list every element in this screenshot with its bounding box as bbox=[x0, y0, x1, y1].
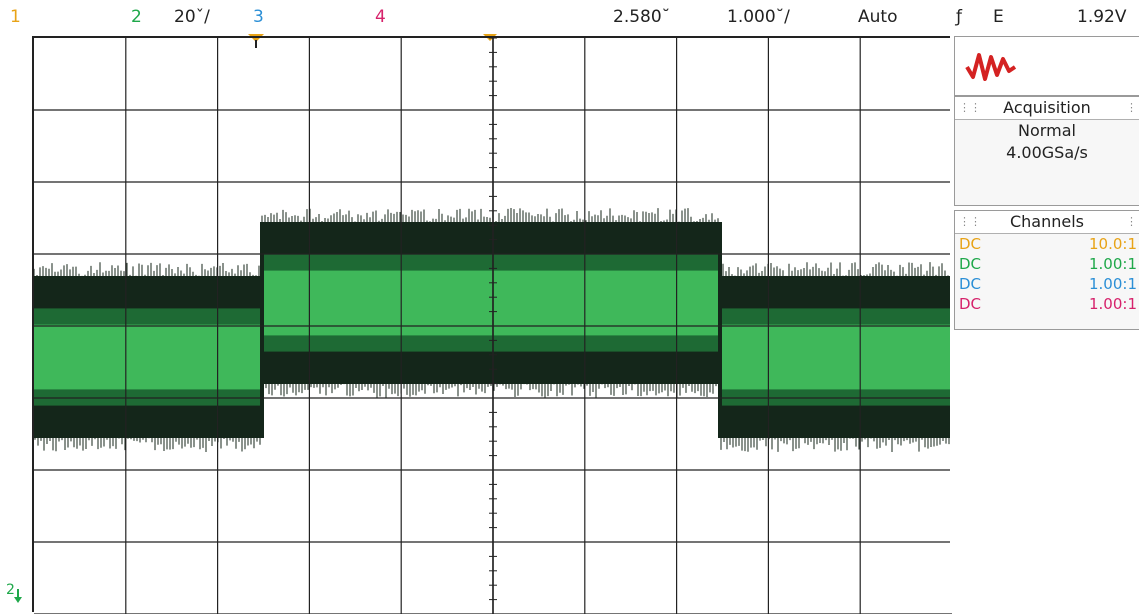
trigger-mode[interactable]: Auto bbox=[858, 6, 897, 28]
trigger-slope-icon: ƒ bbox=[956, 6, 962, 28]
sample-rate: 4.00GSa/s bbox=[955, 142, 1139, 164]
channel-4-label[interactable]: 4 bbox=[375, 6, 386, 28]
waveform-band bbox=[34, 325, 262, 390]
waveform-display[interactable] bbox=[32, 36, 950, 612]
graticule-grid bbox=[34, 38, 952, 614]
probe-scale: 1.00:1 bbox=[1089, 294, 1137, 314]
coupling: DC bbox=[959, 254, 981, 274]
waveform-band bbox=[720, 325, 952, 390]
status-bar: 1 2 20ˇ/ 3 4 2.580˘ 1.000˘/ Auto ƒ E 1.9… bbox=[0, 0, 1139, 34]
drag-grip-icon[interactable]: ⋮ bbox=[1126, 211, 1137, 233]
channel-1-label[interactable]: 1 bbox=[10, 6, 21, 28]
time-per-division[interactable]: 1.000˘/ bbox=[727, 6, 790, 28]
channel-row[interactable]: DC 1.00:1 bbox=[955, 294, 1139, 314]
drag-grip-icon[interactable]: ⋮ bbox=[1126, 97, 1137, 119]
acquisition-panel[interactable]: ⋮⋮ Acquisition ⋮ Normal 4.00GSa/s bbox=[954, 96, 1139, 206]
channel-row[interactable]: DC 1.00:1 bbox=[955, 254, 1139, 274]
brand-logo-box bbox=[954, 36, 1139, 96]
time-position[interactable]: 2.580˘ bbox=[613, 6, 670, 28]
down-arrow-icon bbox=[12, 587, 24, 605]
coupling: DC bbox=[959, 294, 981, 314]
keysight-wave-icon bbox=[965, 47, 1025, 87]
probe-scale: 1.00:1 bbox=[1089, 254, 1137, 274]
channel-3-label[interactable]: 3 bbox=[253, 6, 264, 28]
channel-row[interactable]: DC 1.00:1 bbox=[955, 274, 1139, 294]
drag-grip-icon[interactable]: ⋮⋮ bbox=[959, 211, 981, 233]
coupling: DC bbox=[959, 234, 981, 254]
channels-title: Channels bbox=[1010, 212, 1084, 231]
trigger-level[interactable]: 1.92V bbox=[1077, 6, 1126, 28]
probe-scale: 10.0:1 bbox=[1089, 234, 1137, 254]
channel-row[interactable]: DC 10.0:1 bbox=[955, 234, 1139, 254]
acquisition-title: Acquisition bbox=[1003, 98, 1091, 117]
side-panel: ⋮⋮ Acquisition ⋮ Normal 4.00GSa/s ⋮⋮ Cha… bbox=[950, 36, 1139, 612]
drag-grip-icon[interactable]: ⋮⋮ bbox=[959, 97, 981, 119]
trigger-source[interactable]: E bbox=[993, 6, 1004, 28]
channels-panel[interactable]: ⋮⋮ Channels ⋮ DC 10.0:1 DC 1.00:1 DC 1.0… bbox=[954, 210, 1139, 330]
channel-2-ground-marker[interactable]: 2 bbox=[6, 582, 15, 598]
channel-2-scale[interactable]: 20ˇ/ bbox=[174, 6, 210, 28]
coupling: DC bbox=[959, 274, 981, 294]
probe-scale: 1.00:1 bbox=[1089, 274, 1137, 294]
acquisition-mode: Normal bbox=[955, 120, 1139, 142]
channel-2-label[interactable]: 2 bbox=[131, 6, 142, 28]
